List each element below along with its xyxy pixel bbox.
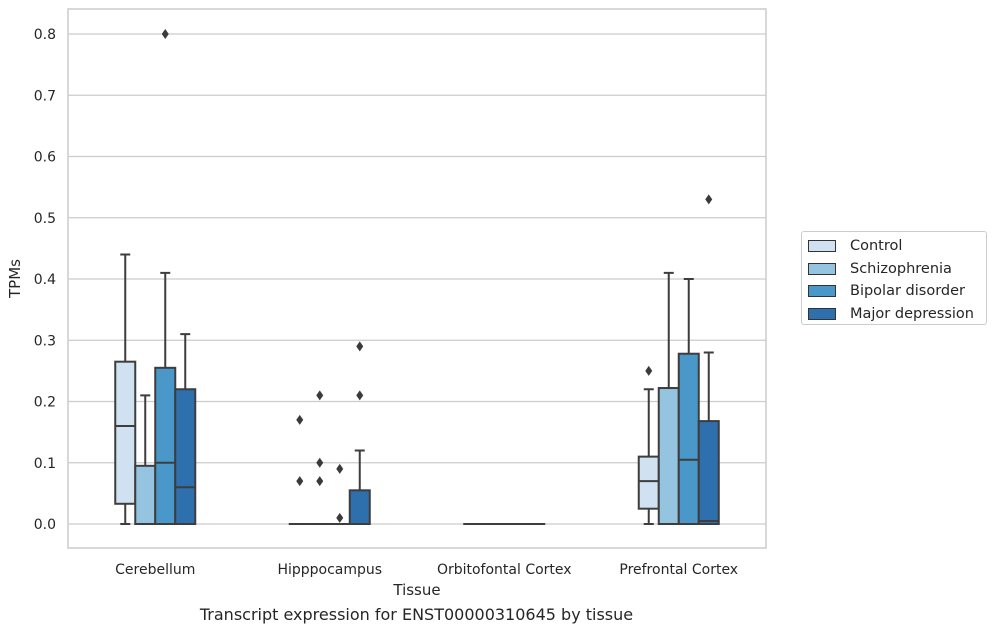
legend-swatch — [808, 262, 836, 275]
legend-label: Schizophrenia — [850, 260, 952, 277]
box-body — [174, 388, 197, 525]
box-bipolar-disorder — [328, 463, 351, 526]
y-axis-ticks: 0.0 0.1 0.2 0.3 0.4 0.5 0.6 0.7 0.8 — [34, 27, 56, 533]
legend-item: Bipolar disorder — [808, 281, 965, 301]
box-major-depression — [697, 194, 720, 526]
outlier-point — [645, 365, 653, 376]
chart-caption: Transcript expression for ENST0000031064… — [199, 605, 634, 624]
y-axis-title: TPMs — [6, 259, 24, 299]
y-tick-label: 0.0 — [34, 517, 56, 533]
plot-area-frame — [67, 8, 767, 549]
outlier-point — [356, 390, 364, 401]
legend-label: Control — [850, 238, 903, 254]
y-tick-label: 0.4 — [34, 272, 56, 288]
x-tick-label: Cerebellum — [115, 562, 195, 578]
legend-item: Control — [808, 236, 902, 256]
box-body — [637, 455, 660, 510]
outlier-point — [161, 29, 169, 39]
box-body — [134, 464, 157, 525]
box-body — [677, 352, 700, 525]
box-body — [114, 360, 137, 505]
box-bipolar-disorder — [154, 29, 177, 525]
box-control — [637, 365, 660, 525]
x-tick-label: Hipppocampus — [277, 562, 382, 578]
outlier-point — [705, 194, 713, 205]
box-body — [348, 489, 371, 525]
y-tick-label: 0.1 — [34, 456, 56, 472]
outlier-point — [296, 414, 304, 425]
legend-swatch — [808, 307, 836, 320]
legend-label: Bipolar disorder — [850, 283, 965, 299]
box-control — [288, 414, 311, 526]
outlier-point — [336, 512, 344, 523]
box-major-depression — [348, 341, 371, 525]
box-body — [657, 387, 680, 525]
legend-swatch — [808, 240, 836, 252]
x-tick-label: Orbitofontal Cortex — [437, 562, 572, 578]
outlier-point — [356, 341, 364, 352]
y-tick-label: 0.2 — [34, 395, 56, 411]
outlier-point — [316, 476, 324, 487]
legend-swatch — [808, 285, 836, 297]
box-plot-marks — [114, 29, 720, 526]
outlier-point — [316, 390, 324, 401]
x-axis-title: Tissue — [392, 581, 440, 599]
y-tick-label: 0.8 — [34, 27, 56, 43]
y-tick-label: 0.3 — [34, 333, 56, 349]
legend-item: Schizophrenia — [808, 259, 952, 279]
chart-legend: Control Schizophrenia Bipolar disorder Majo… — [801, 231, 987, 325]
box-schizophrenia — [657, 271, 680, 525]
x-tick-label: Prefrontal Cortex — [619, 562, 738, 578]
outlier-point — [316, 457, 324, 468]
box-schizophrenia — [134, 394, 157, 525]
box-body — [697, 420, 720, 526]
x-axis-ticks: Cerebellum Hipppocampus Orbitofontal Corte… — [115, 562, 738, 578]
box-body — [154, 366, 177, 525]
outlier-point — [296, 476, 304, 487]
outlier-point — [336, 463, 344, 474]
box-control — [114, 253, 137, 525]
y-tick-label: 0.6 — [34, 150, 56, 166]
box-schizophrenia — [308, 390, 331, 526]
box-major-depression — [174, 333, 197, 525]
legend-item: Major depression — [808, 304, 974, 324]
box-bipolar-disorder — [677, 278, 700, 525]
legend-label: Major depression — [850, 305, 974, 322]
y-tick-label: 0.7 — [34, 88, 56, 104]
y-tick-label: 0.5 — [34, 211, 56, 227]
